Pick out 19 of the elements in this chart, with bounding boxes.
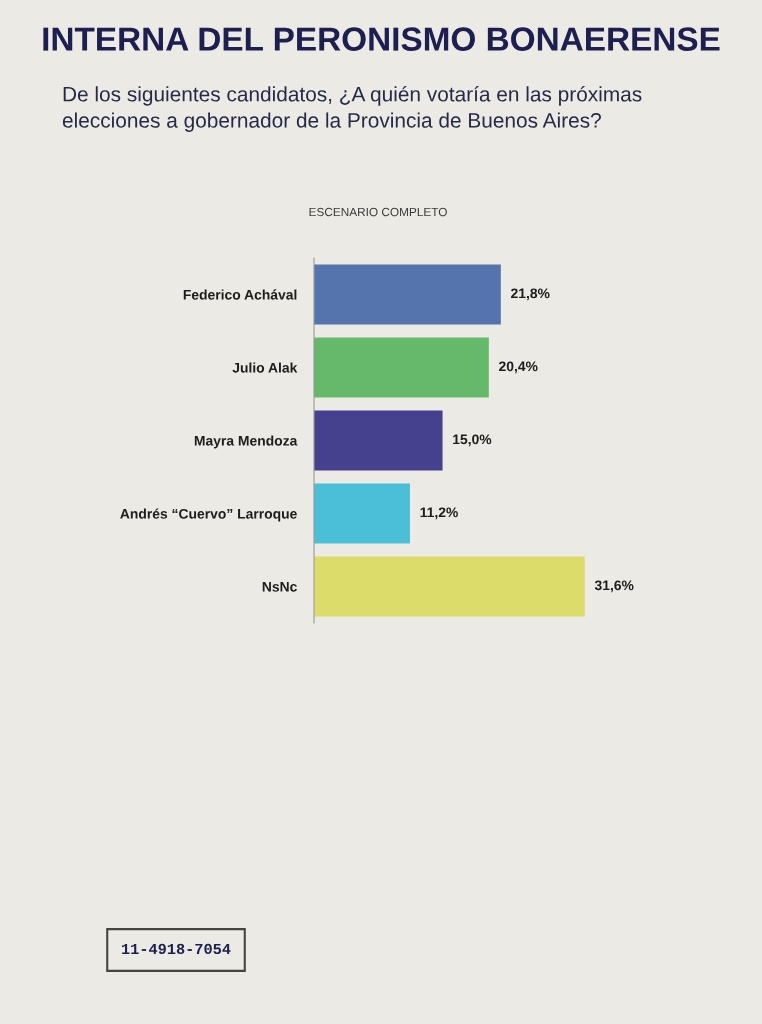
bar [314, 410, 443, 471]
y-tick-label: Mayra Mendoza [194, 435, 298, 449]
bar [314, 337, 489, 398]
chart-title: INTERNA DEL PERONISMO BONAERENSE [43, 27, 720, 51]
bar [314, 483, 410, 544]
text: 11-4918-7054 [122, 943, 231, 955]
data-label: 31,6% [594, 580, 634, 593]
y-tick-label: NsNc [262, 581, 297, 592]
text: ESCENARIO COMPLETO [309, 207, 447, 217]
data-label: 20,4% [499, 361, 538, 374]
bar [314, 264, 501, 325]
chart-subtitle: De los siguientes candidatos, ¿A quién votaría en las próximas elecciones a gobernador de la Provincia de Buenos Aires? [62, 86, 642, 132]
bar [314, 556, 585, 617]
y-tick-label: Federico Achával [183, 289, 297, 300]
y-tick-label: Julio Alak [232, 362, 298, 373]
data-label: 11,2% [420, 507, 458, 520]
y-tick-label: Andrés “Cuervo” Larroque [120, 508, 297, 522]
data-label: 21,8% [511, 288, 550, 301]
data-label: 15,0% [453, 434, 492, 447]
